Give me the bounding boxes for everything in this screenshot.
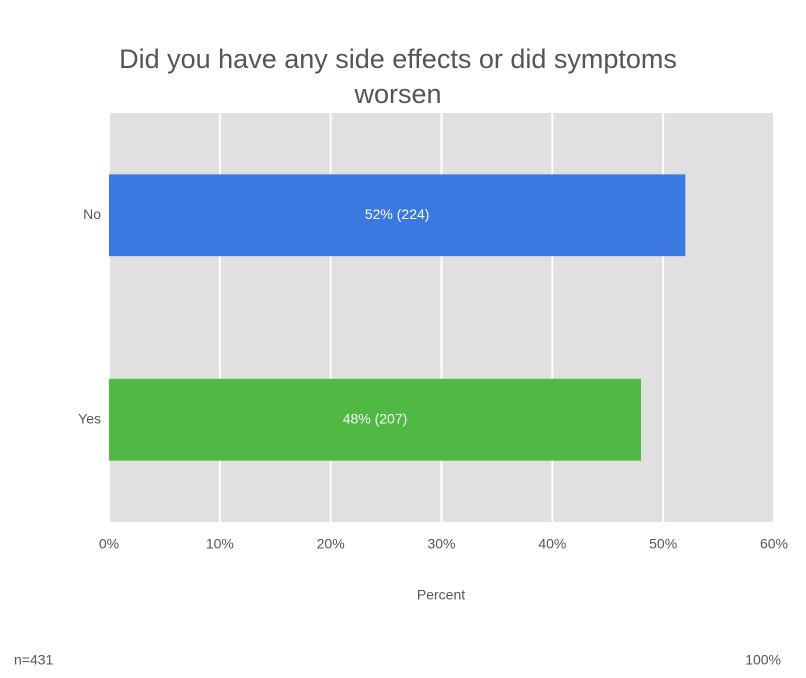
x-tick-label: 0%	[99, 536, 119, 552]
x-axis-label: Percent	[417, 587, 465, 603]
chart-title: Did you have any side effects or did sym…	[119, 44, 677, 109]
bar	[109, 174, 686, 257]
bar	[109, 378, 641, 461]
x-tick-label: 40%	[538, 536, 566, 552]
y-tick-label: No	[83, 206, 101, 222]
x-tick-label: 10%	[206, 536, 234, 552]
footnote: n=431	[14, 652, 54, 668]
x-tick-label: 60%	[760, 536, 788, 552]
data-label: 52% (224)	[365, 206, 430, 222]
x-tick-label: 20%	[317, 536, 345, 552]
data-label: 48% (207)	[343, 410, 408, 426]
footnote: 100%	[745, 652, 781, 668]
x-tick-label: 50%	[649, 536, 677, 552]
x-tick-label: 30%	[427, 536, 455, 552]
y-tick-label: Yes	[78, 410, 101, 426]
